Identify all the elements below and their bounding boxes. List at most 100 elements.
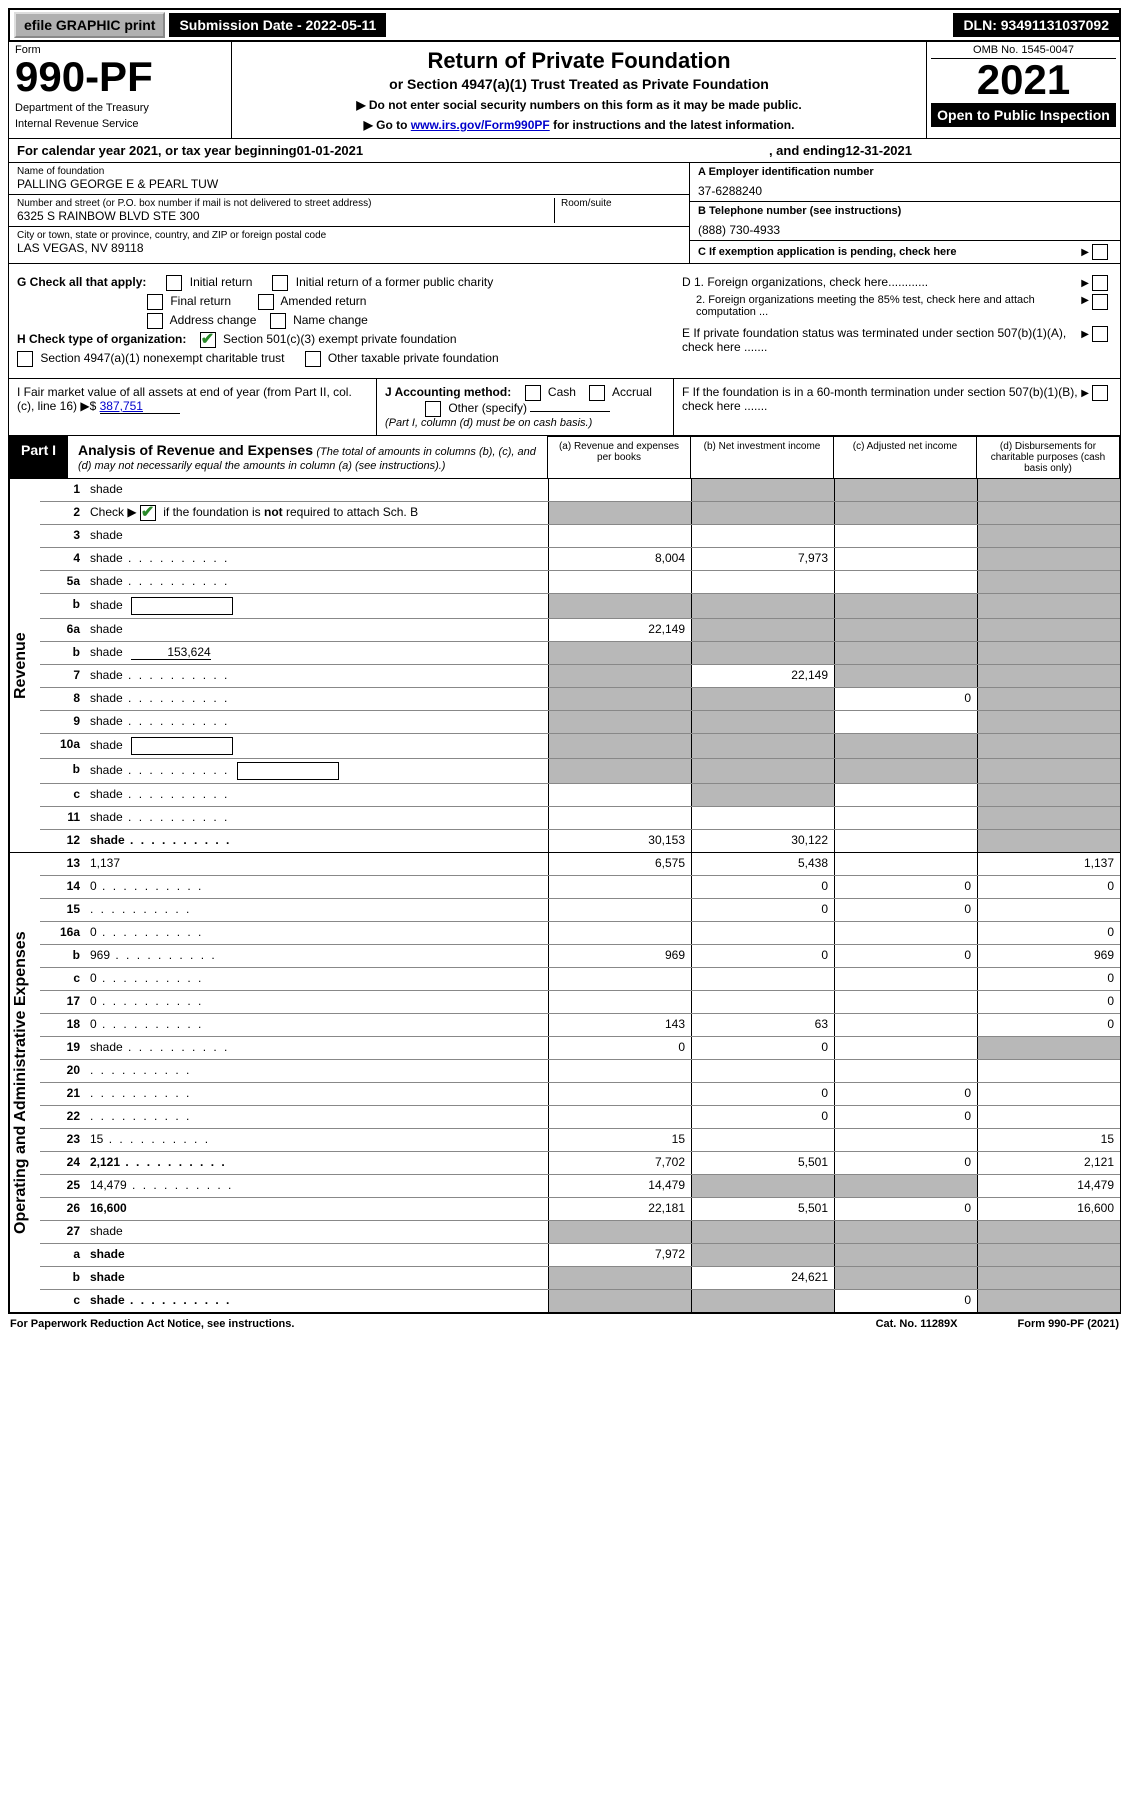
value-cell-d xyxy=(977,807,1120,829)
value-cell-b xyxy=(691,1244,834,1266)
line-number: c xyxy=(40,784,84,806)
header-title-block: Return of Private Foundation or Section … xyxy=(232,42,926,138)
sch-b-checkbox[interactable] xyxy=(140,505,156,521)
line-description xyxy=(84,1106,548,1128)
irs-form-link[interactable]: www.irs.gov/Form990PF xyxy=(411,118,550,132)
line-description: shade xyxy=(84,548,548,570)
value-cell-d xyxy=(977,594,1120,618)
i-row: I Fair market value of all assets at end… xyxy=(17,385,368,414)
fmv-value[interactable]: 387,751 xyxy=(100,399,180,414)
value-cell-a xyxy=(548,665,691,687)
part1-description: Analysis of Revenue and Expenses (The to… xyxy=(68,436,547,478)
empty-input-box[interactable] xyxy=(237,762,339,780)
j-row: J Accounting method: Cash Accrual xyxy=(385,385,665,401)
table-row: 2200 xyxy=(40,1106,1120,1129)
value-cell-c: 0 xyxy=(834,899,977,921)
value-cell-a xyxy=(548,594,691,618)
value-cell-b: 5,501 xyxy=(691,1152,834,1174)
value-cell-b: 5,501 xyxy=(691,1198,834,1220)
value-cell-d xyxy=(977,1290,1120,1312)
d1-checkbox[interactable] xyxy=(1092,275,1108,291)
table-row: 8shade0 xyxy=(40,688,1120,711)
value-cell-d: 0 xyxy=(977,922,1120,944)
other-taxable-checkbox[interactable] xyxy=(305,351,321,367)
other-method-checkbox[interactable] xyxy=(425,401,441,417)
f-row: F If the foundation is in a 60-month ter… xyxy=(682,385,1112,413)
value-cell-c xyxy=(834,1221,977,1243)
value-cell-b xyxy=(691,807,834,829)
table-row: 3shade xyxy=(40,525,1120,548)
table-row: 16a00 xyxy=(40,922,1120,945)
empty-input-box[interactable] xyxy=(131,597,233,615)
value-cell-a: 8,004 xyxy=(548,548,691,570)
form-number: 990-PF xyxy=(15,56,225,98)
ein-cell: A Employer identification number 37-6288… xyxy=(690,163,1120,202)
table-row: bshade xyxy=(40,594,1120,619)
value-cell-b xyxy=(691,1221,834,1243)
c-checkbox[interactable] xyxy=(1092,244,1108,260)
empty-input-box[interactable] xyxy=(131,737,233,755)
line-description: shade xyxy=(84,784,548,806)
value-cell-a xyxy=(548,734,691,758)
value-cell-d xyxy=(977,1106,1120,1128)
value-cell-c xyxy=(834,548,977,570)
4947-checkbox[interactable] xyxy=(17,351,33,367)
line-number: b xyxy=(40,1267,84,1289)
calyear-begin: 01-01-2021 xyxy=(297,143,364,158)
d2-checkbox[interactable] xyxy=(1092,294,1108,310)
line-description: shade xyxy=(84,1244,548,1266)
value-cell-d: 0 xyxy=(977,991,1120,1013)
value-cell-b: 24,621 xyxy=(691,1267,834,1289)
value-cell-a xyxy=(548,525,691,547)
e-checkbox[interactable] xyxy=(1092,326,1108,342)
value-cell-c: 0 xyxy=(834,1083,977,1105)
value-cell-d: 16,600 xyxy=(977,1198,1120,1220)
value-cell-b: 7,973 xyxy=(691,548,834,570)
accrual-checkbox[interactable] xyxy=(589,385,605,401)
line-number: b xyxy=(40,642,84,664)
line-description: shade xyxy=(84,479,548,501)
value-cell-b xyxy=(691,734,834,758)
value-cell-a xyxy=(548,479,691,501)
efile-print-button[interactable]: efile GRAPHIC print xyxy=(14,12,165,38)
value-cell-c xyxy=(834,479,977,501)
address-change-checkbox[interactable] xyxy=(147,313,163,329)
value-cell-d xyxy=(977,479,1120,501)
line-number: 5a xyxy=(40,571,84,593)
foundation-name-cell: Name of foundation PALLING GEORGE E & PE… xyxy=(9,163,689,195)
page-footer: For Paperwork Reduction Act Notice, see … xyxy=(8,1313,1121,1334)
initial-former-checkbox[interactable] xyxy=(272,275,288,291)
value-cell-b: 0 xyxy=(691,876,834,898)
j-label: J Accounting method: xyxy=(385,385,511,399)
name-change-checkbox[interactable] xyxy=(270,313,286,329)
value-cell-d xyxy=(977,1267,1120,1289)
final-return-checkbox[interactable] xyxy=(147,294,163,310)
value-cell-c xyxy=(834,853,977,875)
name-label: Name of foundation xyxy=(17,166,681,177)
line-description: shade xyxy=(84,619,548,641)
amended-return-checkbox[interactable] xyxy=(258,294,274,310)
line-description: 0 xyxy=(84,968,548,990)
line-description: shade xyxy=(84,525,548,547)
form-title: Return of Private Foundation xyxy=(242,48,916,74)
value-cell-b xyxy=(691,525,834,547)
line-description: shade xyxy=(84,830,548,852)
table-row: 2100 xyxy=(40,1083,1120,1106)
line-description: shade xyxy=(84,688,548,710)
line-number: 3 xyxy=(40,525,84,547)
value-cell-c xyxy=(834,1267,977,1289)
value-cell-c: 0 xyxy=(834,1152,977,1174)
value-cell-a: 15 xyxy=(548,1129,691,1151)
cash-label: Cash xyxy=(548,385,576,399)
f-checkbox[interactable] xyxy=(1092,385,1108,401)
value-cell-d xyxy=(977,759,1120,783)
line-number: 2 xyxy=(40,502,84,524)
501c3-checkbox[interactable] xyxy=(200,332,216,348)
line-number: 10a xyxy=(40,734,84,758)
line-number: 7 xyxy=(40,665,84,687)
value-cell-c xyxy=(834,830,977,852)
cash-checkbox[interactable] xyxy=(525,385,541,401)
initial-return-checkbox[interactable] xyxy=(166,275,182,291)
value-cell-c: 0 xyxy=(834,1106,977,1128)
exemption-pending-cell: C If exemption application is pending, c… xyxy=(690,241,1120,263)
